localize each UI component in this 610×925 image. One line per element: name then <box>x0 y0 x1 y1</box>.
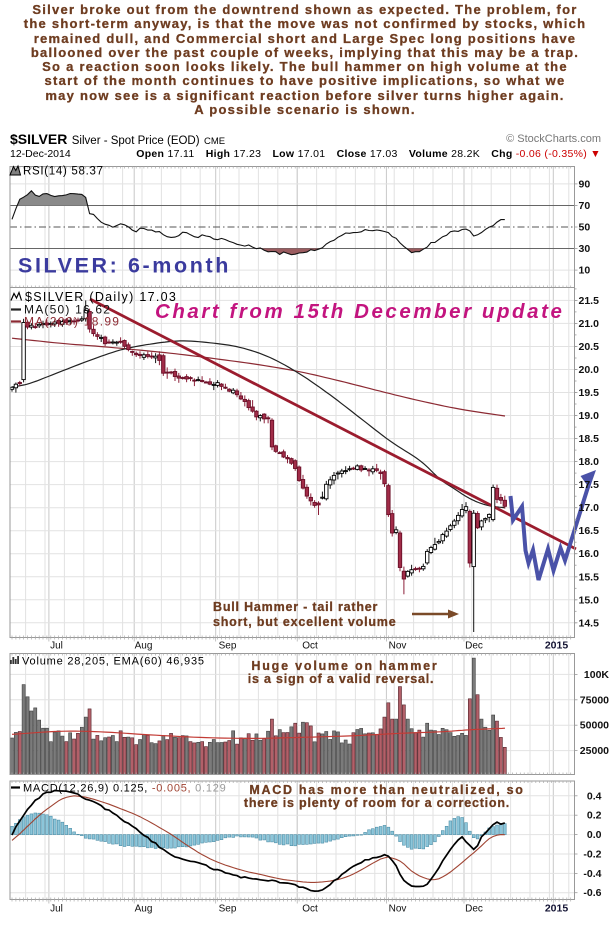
svg-text:MA(50) 16.62: MA(50) 16.62 <box>24 303 111 317</box>
svg-text:17.0: 17.0 <box>579 502 600 514</box>
svg-text:21.5: 21.5 <box>579 295 600 307</box>
svg-text:50000: 50000 <box>580 720 609 732</box>
svg-text:-0.4: -0.4 <box>583 868 601 880</box>
svg-text:70: 70 <box>579 200 591 212</box>
svg-text:MACD has more than neutralized: MACD has more than neutralized, so <box>249 783 524 797</box>
svg-text:Huge volume on hammer: Huge volume on hammer <box>251 659 438 673</box>
svg-text:50: 50 <box>579 222 591 234</box>
svg-text:MACD(12,26,9) 0.125, -0.005, 0: MACD(12,26,9) 0.125, -0.005, 0.129 <box>23 783 226 795</box>
svg-text:18.0: 18.0 <box>579 456 600 468</box>
svg-text:Nov: Nov <box>389 904 407 915</box>
svg-text:10: 10 <box>579 265 591 277</box>
svg-text:Jul: Jul <box>50 641 63 652</box>
svg-text:0.0: 0.0 <box>587 829 602 841</box>
svg-text:18.5: 18.5 <box>579 433 600 445</box>
svg-text:21.0: 21.0 <box>579 318 600 330</box>
svg-text:0.2: 0.2 <box>587 810 602 822</box>
svg-text:16.5: 16.5 <box>579 525 600 537</box>
svg-text:25000: 25000 <box>580 745 609 757</box>
svg-text:-0.2: -0.2 <box>583 849 601 861</box>
svg-text:30: 30 <box>579 243 591 255</box>
svg-text:there is plenty of room for a: there is plenty of room for a correction… <box>244 796 510 810</box>
svg-text:Nov: Nov <box>389 641 407 652</box>
svg-text:15.5: 15.5 <box>579 571 600 583</box>
svg-text:$SILVER (Daily) 17.03: $SILVER (Daily) 17.03 <box>25 290 177 304</box>
svg-text:16.0: 16.0 <box>579 548 600 560</box>
svg-text:Dec: Dec <box>465 641 483 652</box>
svg-text:0.4: 0.4 <box>587 790 602 802</box>
svg-text:14.5: 14.5 <box>579 617 600 629</box>
svg-text:75000: 75000 <box>580 694 609 706</box>
svg-text:Sep: Sep <box>219 641 237 652</box>
svg-text:MA(200) 18.99: MA(200) 18.99 <box>24 315 120 329</box>
svg-text:19.5: 19.5 <box>579 387 600 399</box>
svg-text:Aug: Aug <box>135 904 153 915</box>
svg-text:20.5: 20.5 <box>579 341 600 353</box>
svg-text:19.0: 19.0 <box>579 410 600 422</box>
svg-text:RSI(14) 58.37: RSI(14) 58.37 <box>23 166 104 178</box>
svg-text:SILVER: 6-month: SILVER: 6-month <box>18 254 231 278</box>
svg-text:Aug: Aug <box>135 641 153 652</box>
svg-text:2015: 2015 <box>545 640 569 652</box>
svg-text:Jul: Jul <box>50 904 63 915</box>
svg-text:20.0: 20.0 <box>579 364 600 376</box>
svg-text:2015: 2015 <box>545 903 569 915</box>
svg-text:Dec: Dec <box>465 904 483 915</box>
svg-text:Sep: Sep <box>219 904 237 915</box>
svg-text:is a sign of a valid reversal.: is a sign of a valid reversal. <box>248 672 435 686</box>
svg-text:Bull Hammer - tail rather: Bull Hammer - tail rather <box>213 600 378 614</box>
svg-text:100K: 100K <box>584 669 610 681</box>
svg-text:Chart from 15th December updat: Chart from 15th December update <box>155 300 564 323</box>
svg-text:-0.6: -0.6 <box>583 887 601 899</box>
svg-text:Oct: Oct <box>302 641 318 652</box>
svg-text:15.0: 15.0 <box>579 594 600 606</box>
svg-text:90: 90 <box>579 178 591 190</box>
svg-text:17.5: 17.5 <box>579 479 600 491</box>
svg-text:Oct: Oct <box>302 904 318 915</box>
svg-text:short, but excellent volume: short, but excellent volume <box>213 615 396 629</box>
svg-text:Volume 28,205, EMA(60) 46,935: Volume 28,205, EMA(60) 46,935 <box>22 656 205 668</box>
